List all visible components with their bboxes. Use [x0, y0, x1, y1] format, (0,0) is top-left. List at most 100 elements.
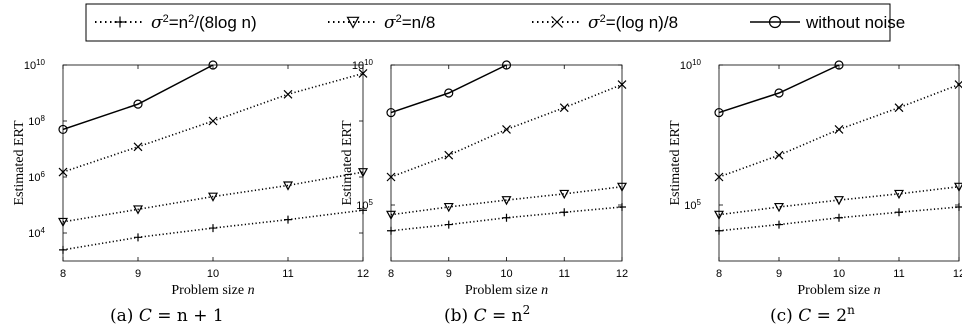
legend-entry-s3: σ2=(log n)/8: [532, 13, 678, 33]
series-s1: [387, 202, 626, 235]
caption-prefix: (c): [770, 306, 798, 326]
caption-expression: = n + 1: [152, 306, 224, 326]
caption-prefix: (b): [444, 306, 474, 326]
legend-label-text: =n/8: [402, 13, 436, 32]
legend-marker-circle-icon: [768, 15, 782, 29]
y-tick-exponent: 8: [41, 114, 46, 123]
series-s2: [713, 182, 962, 220]
series-s3: [386, 80, 627, 182]
y-tick-label: 1010: [352, 58, 374, 73]
data-point-triangle-down: [385, 210, 397, 220]
x-axis-label-variable: n: [874, 283, 881, 298]
caption-variable: C: [139, 306, 152, 326]
series-line-s4: [390, 64, 507, 114]
series-s4: [714, 60, 844, 118]
series-s2: [57, 168, 369, 228]
data-point-plus: [134, 233, 142, 242]
caption-prefix: (a): [110, 306, 139, 326]
data-point-triangle-down: [616, 182, 628, 192]
data-point-triangle-down: [953, 182, 962, 192]
x-axis-label: Problem size n: [465, 283, 548, 298]
data-point-circle: [834, 60, 844, 70]
legend-label: σ2=(log n)/8: [588, 13, 678, 33]
series-line-s3: [62, 72, 364, 173]
y-axis-label: Estimated ERT: [340, 120, 355, 206]
data-point-x: [502, 125, 511, 134]
legend-label-text: without noise: [805, 13, 905, 32]
x-axis-label: Problem size n: [171, 283, 254, 298]
data-point-triangle-down: [713, 210, 725, 220]
y-tick-base: 10: [28, 228, 40, 240]
data-point-plus: [895, 208, 903, 217]
series-line-s4: [62, 64, 214, 131]
series-line-s2: [62, 171, 364, 223]
series-line-s3: [718, 83, 960, 178]
caption-variable: C: [798, 306, 811, 326]
data-point-x: [283, 89, 293, 99]
y-axis-label: Estimated ERT: [12, 120, 27, 206]
subfigure-caption: (b) C = n2: [444, 303, 530, 326]
caption-variable: C: [474, 306, 487, 326]
x-axis-label-text: Problem size: [465, 283, 541, 298]
data-point-plus: [835, 213, 843, 222]
x-tick-label: 8: [716, 268, 722, 280]
y-tick-base: 10: [684, 200, 696, 212]
series-s1: [59, 206, 367, 254]
data-point-x: [954, 80, 962, 89]
plot-frame: [390, 64, 623, 262]
legend-label: σ2=n2/(8log n): [151, 13, 257, 33]
x-axis-label-variable: n: [541, 283, 548, 298]
data-point-triangle-down: [833, 196, 845, 206]
data-point-circle: [444, 88, 454, 98]
legend-label-text: =n: [169, 13, 188, 32]
legend-entry-s4: without noise: [750, 13, 905, 32]
caption-expression: = 2: [811, 306, 847, 326]
series-line-s2: [390, 185, 623, 216]
data-point-plus: [209, 224, 217, 233]
data-point-triangle-down: [773, 202, 785, 213]
x-tick-label: 9: [135, 268, 141, 280]
data-point-circle: [133, 99, 143, 109]
data-point-plus: [955, 202, 962, 211]
data-point-circle: [714, 107, 724, 118]
data-point-circle: [208, 60, 218, 70]
data-point-x: [559, 103, 569, 113]
legend-sigma: σ: [151, 13, 163, 33]
x-tick-label: 11: [893, 268, 904, 280]
y-tick-label: 1010: [680, 58, 702, 73]
caption-expression: = n: [487, 306, 523, 326]
x-tick-label: 9: [776, 268, 782, 280]
y-tick-exponent: 4: [41, 226, 46, 235]
y-tick-base: 10: [28, 116, 40, 128]
data-point-circle: [58, 124, 68, 135]
data-point-triangle-down: [501, 196, 512, 206]
series-s4: [58, 60, 218, 135]
legend-superscript: 2: [163, 13, 169, 25]
data-point-x: [714, 172, 724, 182]
y-tick-base: 10: [680, 60, 692, 72]
series-line-s3: [390, 83, 623, 178]
data-point-triangle-down: [357, 168, 369, 178]
data-point-triangle-down: [132, 205, 144, 215]
y-tick-label: 104: [28, 226, 45, 241]
legend-label-text: /(8log n): [194, 13, 256, 32]
plot-frame: [718, 64, 960, 262]
x-tick-label: 12: [357, 268, 369, 280]
x-axis-label-variable: n: [248, 283, 255, 298]
x-axis-label: Problem size n: [797, 283, 880, 298]
y-tick-base: 10: [352, 60, 364, 72]
y-axis-label: Estimated ERT: [668, 120, 683, 206]
x-tick-label: 10: [500, 268, 512, 280]
data-point-triangle-down: [893, 189, 905, 200]
x-tick-label: 10: [833, 268, 845, 280]
data-point-x: [58, 167, 68, 177]
data-point-x: [444, 150, 454, 160]
legend-superscript: 2: [188, 13, 194, 25]
subfigure-caption: (a) C = n + 1: [110, 306, 224, 326]
data-point-x: [358, 69, 368, 78]
data-point-x: [834, 125, 844, 134]
y-tick-label: 105: [684, 198, 701, 213]
